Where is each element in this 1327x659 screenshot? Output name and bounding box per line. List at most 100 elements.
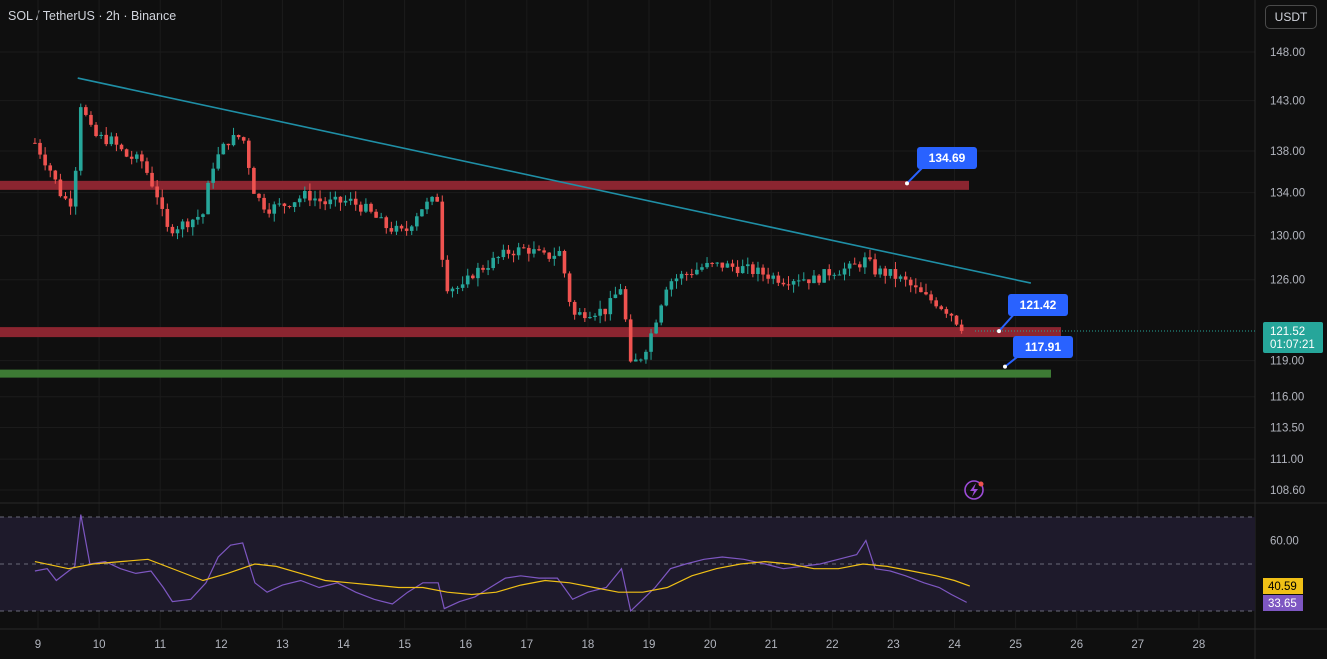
time-tick-label: 20: [704, 639, 717, 651]
candle-body: [287, 206, 292, 208]
candle-body: [206, 182, 210, 215]
candle-body: [751, 264, 755, 274]
candle-body: [552, 255, 557, 259]
candle-body: [104, 134, 109, 145]
time-tick-label: 25: [1009, 639, 1022, 651]
price-callout-label: 117.91: [1025, 340, 1061, 354]
lightning-icon[interactable]: [964, 480, 984, 500]
price-tick-label: 113.50: [1270, 423, 1304, 435]
candle-body: [740, 266, 745, 274]
candle-body: [353, 198, 358, 205]
time-tick-label: 17: [520, 639, 533, 651]
candle-body: [572, 301, 577, 315]
candle-body: [348, 198, 353, 201]
rsi-value: 33.65: [1268, 598, 1297, 610]
candle-body: [267, 209, 271, 214]
candle-body: [94, 124, 98, 137]
candle-body: [221, 143, 226, 155]
rsi-ma-value: 40.59: [1268, 581, 1297, 593]
candle-body: [949, 313, 954, 316]
candle-body: [542, 250, 546, 253]
candle-body: [369, 203, 373, 212]
candle-body: [170, 226, 175, 234]
candle-body: [883, 268, 888, 276]
currency-button[interactable]: USDT: [1265, 5, 1317, 29]
candle-body: [532, 249, 536, 254]
time-tick-label: 26: [1070, 639, 1083, 651]
callout-anchor: [905, 181, 909, 186]
time-tick-label: 23: [887, 639, 900, 651]
candle-body: [527, 247, 531, 254]
price-tick-label: 119.00: [1270, 356, 1304, 368]
candle-body: [252, 167, 256, 194]
price-tick-label: 130.00: [1270, 230, 1305, 242]
candle-body: [664, 289, 669, 306]
candle-body: [190, 219, 195, 228]
candle-body: [119, 144, 124, 150]
candle-body: [465, 275, 470, 285]
price-tick-label: 138.00: [1270, 146, 1305, 158]
candle-body: [201, 214, 205, 217]
descending-trendline: [77, 77, 1032, 284]
time-tick-label: 19: [643, 639, 656, 651]
candle-body: [160, 197, 165, 209]
price-callout-label: 134.69: [929, 151, 966, 165]
candle-body: [343, 200, 348, 203]
candle-body: [246, 140, 251, 168]
time-tick-label: 14: [337, 639, 350, 651]
candle-body: [847, 263, 852, 269]
candle-body: [384, 217, 389, 229]
time-tick-label: 27: [1131, 639, 1144, 651]
candle-body: [608, 298, 613, 315]
candle-body: [425, 201, 429, 210]
symbol-title[interactable]: SOL / TetherUS · 2h · Binance: [8, 9, 177, 23]
price-callout-box: [1013, 336, 1073, 358]
candle-body: [109, 136, 114, 145]
time-tick-label: 24: [948, 639, 961, 651]
candle-body: [674, 278, 679, 282]
candle-body: [445, 259, 450, 292]
candle-body: [38, 142, 42, 155]
rsi-tick-label: 60.00: [1270, 536, 1299, 548]
candle-body: [745, 264, 750, 267]
candle-body: [359, 204, 363, 212]
time-tick-label: 12: [215, 639, 228, 651]
candle-body: [618, 289, 623, 295]
candle-body: [868, 257, 872, 260]
candle-body: [873, 259, 877, 275]
candle-body: [364, 203, 368, 212]
price-callout-box: [917, 147, 977, 169]
candle-body: [735, 266, 740, 274]
candle-body: [817, 275, 821, 283]
price-callout-box: [1008, 294, 1068, 316]
candle-body: [481, 267, 485, 270]
notification-dot: [978, 481, 984, 487]
candle-body: [603, 308, 608, 315]
candle-body: [756, 267, 760, 274]
candle-body: [277, 203, 282, 205]
current-price-value: 121.52: [1270, 326, 1305, 338]
candle-body: [114, 136, 119, 145]
candle-body: [644, 351, 648, 360]
candle-body: [878, 268, 882, 275]
lightning-icon-bolt: [970, 483, 978, 497]
candle-body: [924, 292, 928, 295]
candle-body: [516, 247, 521, 256]
candle-body: [262, 197, 266, 210]
time-tick-label: 10: [93, 639, 106, 651]
current-price-countdown: 01:07:21: [1270, 339, 1315, 351]
candle-body: [837, 274, 842, 276]
candle-body: [791, 281, 796, 285]
candle-body: [313, 198, 317, 201]
candle-body: [491, 257, 495, 269]
candle-body: [623, 289, 628, 320]
candle-body: [710, 262, 714, 264]
candle-body: [893, 269, 898, 279]
candle-body: [292, 202, 297, 207]
candle-body: [89, 114, 93, 125]
candle-body: [914, 285, 918, 288]
time-tick-label: 22: [826, 639, 839, 651]
candle-body: [318, 198, 322, 202]
candle-body: [211, 168, 215, 183]
